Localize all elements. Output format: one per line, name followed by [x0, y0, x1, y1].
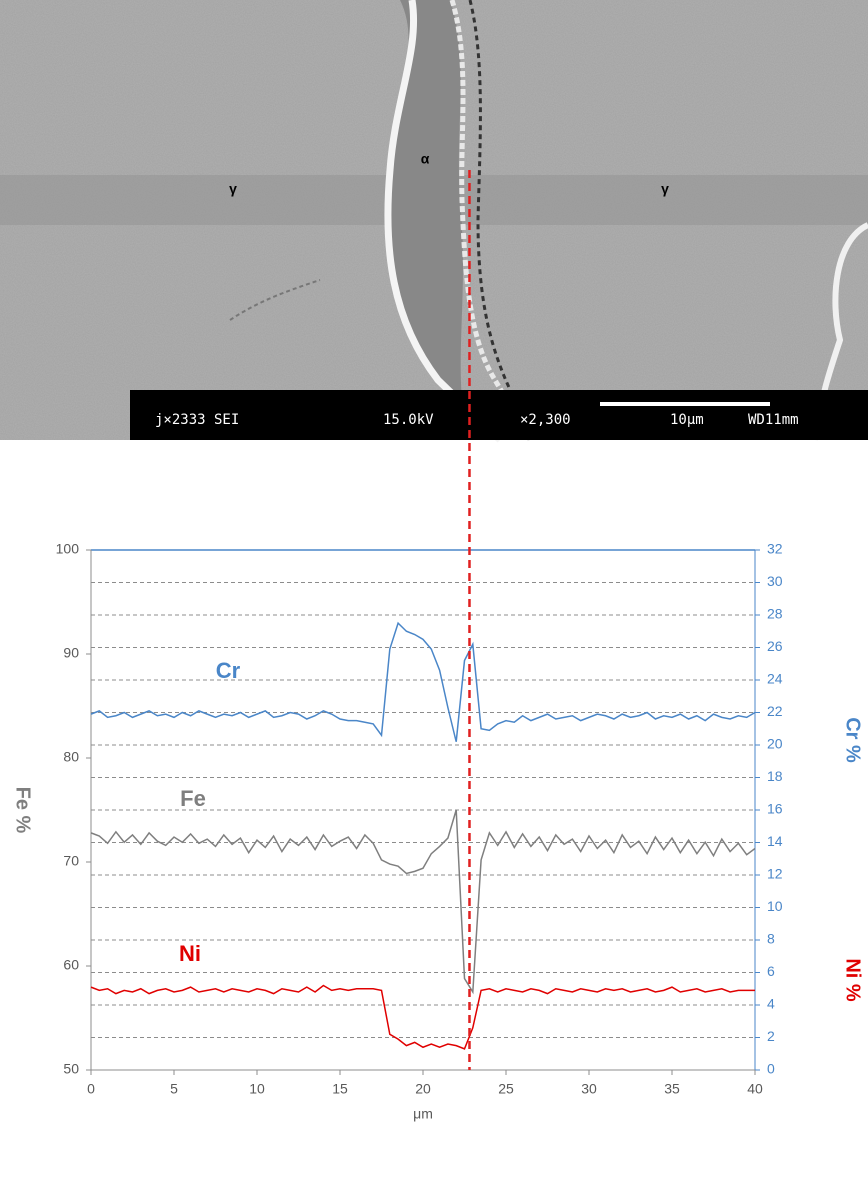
y-tick-label: 80 — [63, 749, 79, 765]
x-tick-label: 10 — [249, 1081, 265, 1097]
info-text: 10μm — [670, 412, 704, 428]
y-axis-title: Fe % — [12, 787, 34, 834]
data-line — [90, 809, 756, 995]
y2-tick-label: 8 — [767, 931, 775, 947]
y-tick-label: 50 — [63, 1061, 79, 1077]
info-text: 15.0kV — [383, 412, 434, 428]
phase-label: α — [421, 151, 430, 167]
y2-axis-title: Cr % — [842, 717, 864, 763]
phase-label: γ — [661, 181, 669, 197]
y2-tick-label: 20 — [767, 736, 783, 752]
y2-tick-label: 12 — [767, 866, 783, 882]
data-line — [90, 621, 756, 742]
data-line — [90, 984, 755, 1050]
info-text: WD11mm — [748, 412, 799, 428]
phase-label: γ — [229, 181, 237, 197]
y-tick-label: 100 — [56, 541, 80, 557]
x-tick-label: 30 — [581, 1081, 597, 1097]
y2-tick-label: 10 — [767, 898, 783, 914]
y2-tick-label: 18 — [767, 768, 783, 784]
info-text: j×2333 SEI 15.0kV ×2,300 10μm WD11mm — [155, 412, 799, 428]
y2-tick-label: 22 — [767, 703, 783, 719]
y2-tick-label: 28 — [767, 606, 783, 622]
y-tick-label: 90 — [63, 645, 79, 661]
x-tick-label: 20 — [415, 1081, 431, 1097]
y2-tick-label: 26 — [767, 638, 783, 654]
scratch — [229, 279, 321, 321]
y2-tick-label: 30 — [767, 573, 783, 589]
series-label: Fe — [180, 786, 206, 811]
info-text: ×2,300 — [520, 412, 571, 428]
x-axis-title: μm — [413, 1106, 433, 1122]
y-tick-label: 60 — [63, 957, 79, 973]
x-tick-label: 15 — [332, 1081, 348, 1097]
sem-image: γ α γ j×2333 SEI 15.0kV ×2,300 10μm WD11… — [0, 0, 868, 443]
y2-tick-label: 16 — [767, 801, 783, 817]
grain-boundary — [468, 0, 517, 401]
chart: 0246810121416182022242628303250607080901… — [12, 541, 864, 1122]
y2-tick-label: 4 — [767, 996, 775, 1012]
y2-tick-label: 14 — [767, 833, 783, 849]
series-label: Ni — [179, 941, 201, 966]
y2-tick-label: 32 — [767, 541, 783, 557]
y2-axis-title: Ni % — [842, 958, 864, 1002]
x-tick-label: 35 — [664, 1081, 680, 1097]
grain-boundary — [384, 0, 503, 443]
info-text: j×2333 SEI — [155, 412, 239, 428]
series-label: Cr — [216, 658, 241, 683]
info-bar — [130, 390, 868, 440]
alpha-grain — [389, 0, 500, 440]
y2-tick-label: 2 — [767, 1028, 775, 1044]
x-tick-label: 40 — [747, 1081, 763, 1097]
y2-tick-label: 6 — [767, 963, 775, 979]
grain-boundary — [449, 0, 533, 442]
y2-tick-label: 0 — [767, 1061, 775, 1077]
x-tick-label: 0 — [87, 1081, 95, 1097]
y2-tick-label: 24 — [767, 671, 783, 687]
x-tick-label: 5 — [170, 1081, 178, 1097]
x-tick-label: 25 — [498, 1081, 514, 1097]
y-tick-label: 70 — [63, 853, 79, 869]
